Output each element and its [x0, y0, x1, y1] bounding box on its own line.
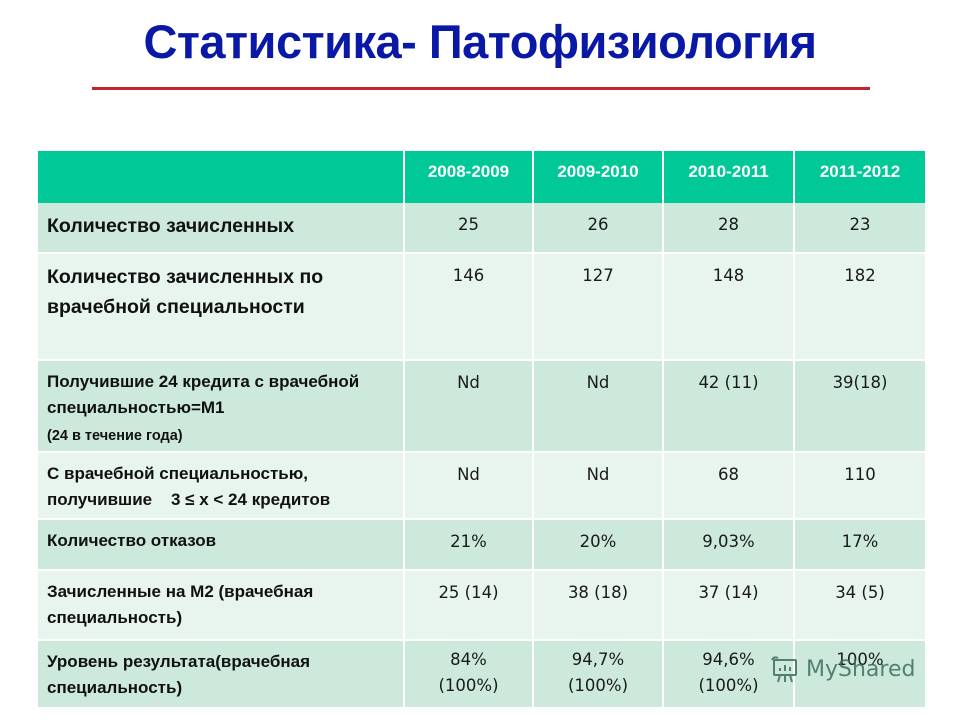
- cell-value: 9,03%: [664, 520, 795, 571]
- table-row: Уровень результата(врачебная специальнос…: [38, 641, 925, 707]
- cell-value: 25: [405, 203, 534, 254]
- row-label: Зачисленные на М2 (врачебная специальнос…: [38, 571, 405, 641]
- table-row: Количество зачисленных 25 26 28 23: [38, 203, 925, 254]
- cell-value: 84% (100%): [405, 641, 534, 707]
- cell-value: 28: [664, 203, 795, 254]
- table-row: Зачисленные на М2 (врачебная специальнос…: [38, 571, 925, 641]
- presentation-board-icon: [771, 656, 797, 683]
- cell-value: 25 (14): [405, 571, 534, 641]
- cell-value: 34 (5): [795, 571, 925, 641]
- column-header: 2009-2010: [534, 151, 664, 203]
- row-label: Количество зачисленных по врачебной спец…: [38, 254, 405, 361]
- cell-value: 182: [795, 254, 925, 361]
- slide-title: Статистика- Патофизиология: [143, 15, 817, 68]
- cell-value: 37 (14): [664, 571, 795, 641]
- column-header: 2011-2012: [795, 151, 925, 203]
- row-label: Уровень результата(врачебная специальнос…: [38, 641, 405, 707]
- cell-value: 26: [534, 203, 664, 254]
- cell-value: 42 (11): [664, 361, 795, 453]
- cell-value: 100%: [795, 641, 925, 707]
- cell-value: 94,6% (100%): [664, 641, 795, 707]
- table-header-row: 2008-2009 2009-2010 2010-2011 2011-2012: [38, 151, 925, 203]
- cell-value: 17%: [795, 520, 925, 571]
- cell-value: 38 (18): [534, 571, 664, 641]
- table-row: Получившие 24 кредита с врачебной специа…: [38, 361, 925, 453]
- row-label: С врачебной специальностью, получившие 3…: [38, 453, 405, 520]
- cell-value: 110: [795, 453, 925, 520]
- cell-value: 23: [795, 203, 925, 254]
- column-header: 2008-2009: [405, 151, 534, 203]
- cell-value: 39(18): [795, 361, 925, 453]
- row-label-note: (24 в течение года): [47, 427, 183, 444]
- title-underline: [92, 87, 870, 90]
- header-corner-cell: [38, 151, 405, 203]
- cell-value: Nd: [405, 361, 534, 453]
- watermark-text: MyShared: [806, 656, 916, 682]
- myshared-watermark: MyShared: [770, 654, 915, 684]
- cell-value: 21%: [405, 520, 534, 571]
- statistics-table: 2008-2009 2009-2010 2010-2011 2011-2012 …: [38, 151, 925, 707]
- column-header: 2010-2011: [664, 151, 795, 203]
- cell-value: 20%: [534, 520, 664, 571]
- cell-value: Nd: [534, 453, 664, 520]
- cell-value: 68: [664, 453, 795, 520]
- table-row: Количество зачисленных по врачебной спец…: [38, 254, 925, 361]
- row-label-main: Получившие 24 кредита с врачебной специа…: [47, 372, 360, 418]
- cell-value: 148: [664, 254, 795, 361]
- cell-value: Nd: [405, 453, 534, 520]
- cell-value: Nd: [534, 361, 664, 453]
- row-label: Количество отказов: [38, 520, 405, 571]
- table-row: С врачебной специальностью, получившие 3…: [38, 453, 925, 520]
- table-row: Количество отказов 21% 20% 9,03% 17%: [38, 520, 925, 571]
- row-label: Количество зачисленных: [38, 203, 405, 254]
- cell-value: 127: [534, 254, 664, 361]
- cell-value: 94,7% (100%): [534, 641, 664, 707]
- row-label: Получившие 24 кредита с врачебной специа…: [38, 361, 405, 453]
- cell-value: 146: [405, 254, 534, 361]
